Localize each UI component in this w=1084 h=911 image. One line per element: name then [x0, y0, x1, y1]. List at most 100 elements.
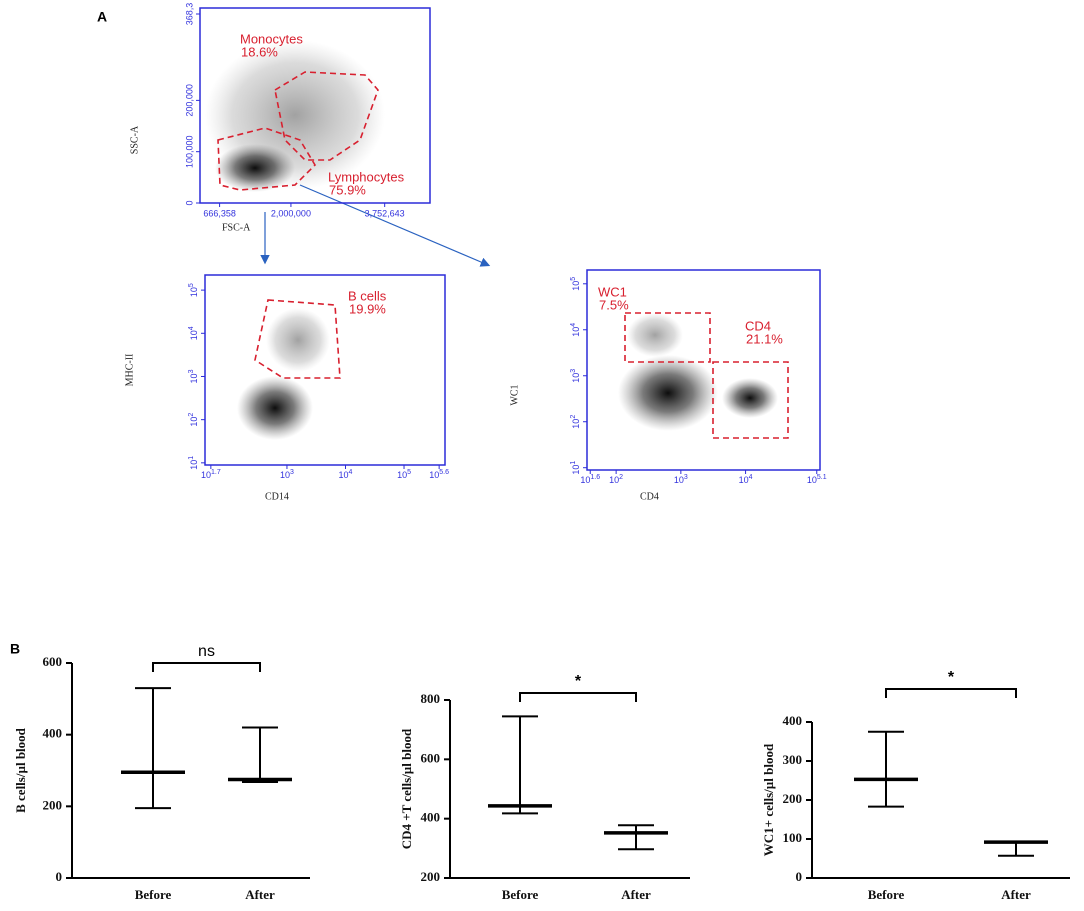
tick-label: 104 [188, 326, 200, 340]
tick-base: 10 [429, 470, 439, 480]
tick-label: 105.6 [429, 469, 449, 481]
y-axis-label: WC1+ cells/µl blood [761, 743, 776, 856]
x-tick-label: After [245, 887, 275, 902]
tick-label: 101 [570, 461, 582, 475]
tick-exponent: 3 [290, 469, 294, 476]
tick-exponent: 2 [188, 413, 195, 417]
y-axis-label: CD4 +T cells/µl blood [399, 728, 414, 849]
tick-base: 10 [189, 330, 199, 340]
tick-exponent: 4 [349, 469, 353, 476]
tick-exponent: 4 [570, 323, 577, 327]
gate-percent: 75.9% [329, 182, 366, 197]
tick-label: 200,000 [184, 84, 194, 117]
cell-cloud [205, 40, 778, 440]
tick-label: 103 [674, 474, 688, 486]
y-tick-label: 600 [421, 750, 441, 765]
tick-label: 0 [184, 200, 194, 205]
y-tick-label: 400 [43, 726, 63, 741]
gate-percent: 21.1% [746, 331, 783, 346]
gate [217, 71, 789, 439]
tick-exponent: 1 [570, 461, 577, 465]
y-tick-label: 100 [783, 830, 803, 845]
tick-base: 10 [280, 470, 290, 480]
plot-frame [199, 7, 431, 204]
tick-label: 103 [280, 469, 294, 481]
tick-exponent: 2 [570, 415, 577, 419]
significance-label: ns [198, 643, 215, 660]
tick-label: 103 [570, 369, 582, 383]
tick-base: 10 [609, 475, 619, 485]
x-tick-label: After [1001, 887, 1031, 902]
tick-base: 10 [571, 419, 581, 429]
tick-base: 10 [339, 470, 349, 480]
arrow [299, 184, 491, 267]
tick-label: 101.7 [201, 469, 221, 481]
tick-label: 102 [570, 415, 582, 429]
significance-bracket [519, 692, 637, 702]
y-axis-label: MHC-II [124, 354, 135, 387]
gate-name: Lymphocytes [328, 169, 405, 184]
gate-name: B cells [348, 288, 387, 303]
tick-label: 105 [397, 469, 411, 481]
tick-base: 10 [189, 287, 199, 297]
tick-label: 100,000 [184, 135, 194, 168]
panel-label: A [97, 9, 107, 25]
x-axis-label: CD4 [640, 491, 659, 502]
tick-exponent: 4 [188, 326, 195, 330]
tick-base: 10 [739, 475, 749, 485]
tick-label: 102 [188, 413, 200, 427]
tick-base: 10 [201, 470, 211, 480]
tick-label: 104 [739, 474, 753, 486]
tick-base: 10 [189, 373, 199, 383]
tick-base: 10 [571, 281, 581, 291]
x-tick-label: Before [135, 887, 172, 902]
tick-base: 10 [674, 475, 684, 485]
tick-label: 2,000,000 [271, 208, 311, 218]
plot-frame [204, 274, 446, 466]
tick-base: 10 [580, 475, 590, 485]
y-axis-label: WC1 [509, 384, 520, 405]
y-tick-label: 400 [783, 713, 803, 728]
tick-exponent: 4 [749, 474, 753, 481]
tick-label: 104 [339, 469, 353, 481]
tick-label: 368,3 [184, 3, 194, 26]
tick-exponent: 5 [407, 469, 411, 476]
y-tick-label: 200 [783, 791, 803, 806]
x-axis-label: CD14 [265, 491, 289, 502]
tick-exponent: 3 [570, 369, 577, 373]
x-tick-label: Before [502, 887, 539, 902]
tick-label: 104 [570, 323, 582, 337]
y-tick-label: 300 [783, 752, 803, 767]
tick-label: 666,358 [203, 208, 236, 218]
gate-name: CD4 [745, 318, 771, 333]
tick-label: 102 [609, 474, 623, 486]
tick-exponent: 1.7 [211, 469, 221, 476]
tick-label: 101.6 [580, 474, 600, 486]
y-tick-label: 200 [43, 797, 63, 812]
y-axis-label: B cells/µl blood [13, 727, 28, 813]
tick-exponent: 1 [188, 456, 195, 460]
x-tick-label: Before [868, 887, 905, 902]
tick-base: 10 [571, 465, 581, 475]
x-axis-label: FSC-A [222, 222, 251, 233]
tick-exponent: 5.6 [439, 469, 449, 476]
gate-percent: 7.5% [599, 297, 629, 312]
panel-label: B [10, 641, 20, 657]
tick-base: 10 [189, 417, 199, 427]
y-tick-label: 400 [421, 810, 441, 825]
y-axis-label: SSC-A [129, 125, 140, 154]
tick-exponent: 3 [684, 474, 688, 481]
tick-exponent: 5 [570, 277, 577, 281]
tick-base: 10 [807, 475, 817, 485]
tick-exponent: 1.6 [590, 474, 600, 481]
y-tick-label: 200 [421, 869, 441, 884]
gate-name: Monocytes [240, 31, 303, 46]
tick-exponent: 2 [619, 474, 623, 481]
plot-frame [586, 269, 821, 471]
x-tick-label: After [621, 887, 651, 902]
tick-label: 105 [188, 283, 200, 297]
significance-label: * [575, 673, 582, 690]
tick-exponent: 5.1 [817, 474, 827, 481]
tick-label: 105 [570, 277, 582, 291]
